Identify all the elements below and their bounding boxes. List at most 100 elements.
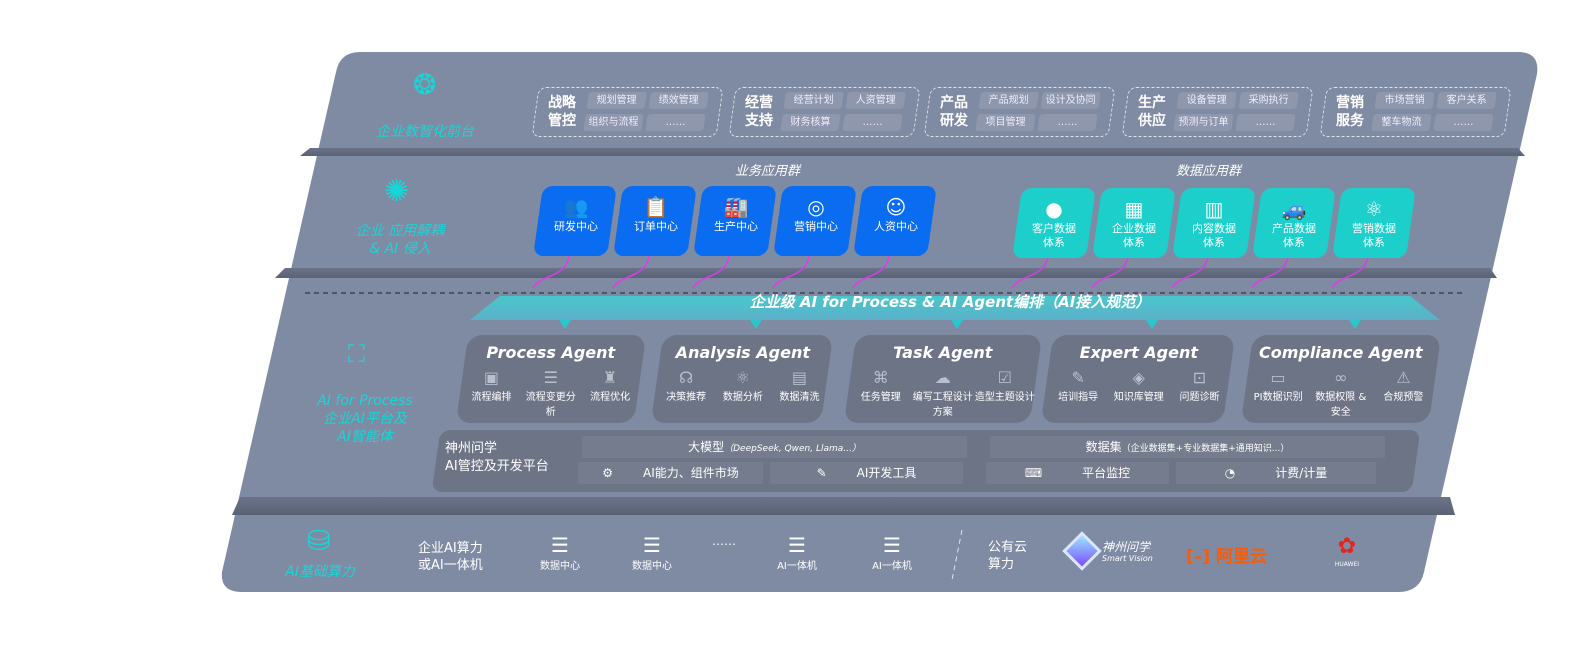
- app-tile[interactable]: 👥 研发中心: [533, 186, 617, 256]
- capability-chip[interactable]: 组织与流程: [583, 114, 644, 131]
- layer3-label-cn: 企业AI平台及 AI智能体: [323, 411, 407, 445]
- capability-chip[interactable]: 绩效管理: [648, 92, 709, 109]
- tile-label: 营销中心: [793, 220, 838, 233]
- capability-chip[interactable]: 人资管理: [845, 92, 906, 109]
- capability-chip[interactable]: 设备管理: [1176, 92, 1237, 109]
- group-title: 战略 管控: [548, 95, 576, 129]
- server-item: ☰ AI一体机: [767, 533, 827, 572]
- feature-label: 决策推荐: [666, 392, 707, 403]
- feature-label: 造型主题设计: [974, 392, 1035, 403]
- document-icon: ▤: [791, 368, 808, 387]
- app-tile[interactable]: ▥ 内容数据 体系: [1172, 188, 1256, 258]
- agent-feature[interactable]: ☁ 编写工程设计方案: [912, 368, 973, 418]
- capability-chip[interactable]: ……: [1037, 114, 1098, 131]
- aliyun-bracket-icon: [–]: [1186, 547, 1211, 567]
- chip-label: 预测与订单: [1178, 117, 1229, 128]
- capability-chip[interactable]: 预测与订单: [1173, 114, 1234, 131]
- capability-chip[interactable]: ……: [1433, 114, 1494, 131]
- app-tile[interactable]: ◎ 营销中心: [773, 186, 857, 256]
- capability-chip[interactable]: ……: [842, 114, 903, 131]
- server-item: ☰ AI一体机: [862, 533, 922, 572]
- model-title: 大模型: [688, 440, 725, 454]
- app-tile[interactable]: ▦ 企业数据 体系: [1092, 188, 1176, 258]
- app-tile[interactable]: 🏭 生产中心: [693, 186, 777, 256]
- user-icon: ●: [1045, 197, 1063, 221]
- tile-label: 营销数据 体系: [1352, 222, 1396, 249]
- capability-group: 产品 研发 产品规划 设计及协同 项目管理 ……: [923, 87, 1116, 137]
- app-tile[interactable]: 🚙 产品数据 体系: [1252, 188, 1336, 258]
- billing-cell[interactable]: ◔ 计费/计量: [1176, 462, 1376, 484]
- agent-card[interactable]: Compliance Agent ▭ PI数据识别 ∞ 数据权限 & 安全 ⚠ 合规预警: [1240, 335, 1442, 423]
- capability-chip[interactable]: 财务核算: [780, 114, 841, 131]
- agent-feature[interactable]: ▤ 数据清洗: [771, 368, 827, 403]
- monitor-label: 平台监控: [1082, 466, 1131, 480]
- capability-chip[interactable]: ……: [1235, 114, 1296, 131]
- market-cell[interactable]: ⚙ AI能力、组件市场: [578, 462, 763, 484]
- agent-feature[interactable]: ◈ 知识库管理: [1109, 368, 1169, 403]
- capability-chip[interactable]: 经营计划: [783, 92, 844, 109]
- chip-label: 设计及协同: [1045, 95, 1096, 106]
- app-tile[interactable]: ● 客户数据 体系: [1012, 188, 1096, 258]
- capability-chip[interactable]: 整车物流: [1371, 114, 1432, 131]
- capability-chip[interactable]: 产品规划: [978, 92, 1039, 109]
- capability-chip[interactable]: 市场营销: [1374, 92, 1435, 109]
- agent-feature[interactable]: ☰ 流程变更分析: [521, 368, 580, 418]
- down-arrow-icon: [951, 320, 963, 329]
- chip-label: 人资管理: [855, 95, 896, 106]
- connector-arrow: [852, 249, 891, 289]
- chip-label: ……: [1453, 117, 1474, 128]
- agent-card[interactable]: Analysis Agent ☊ 决策推荐 ⚛ 数据分析 ▤ 数据清洗: [650, 335, 834, 423]
- devtools-cell[interactable]: ✎ AI开发工具: [770, 462, 963, 484]
- chip-label: ……: [1057, 117, 1078, 128]
- chip-label: 设备管理: [1186, 95, 1227, 106]
- agent-feature[interactable]: ☊ 决策推荐: [658, 368, 714, 403]
- capability-chip[interactable]: 客户关系: [1436, 92, 1497, 109]
- layer4-label: AI基础算力: [285, 564, 355, 580]
- group-title: 营销 服务: [1336, 95, 1364, 129]
- app-tile[interactable]: ⚛ 营销数据 体系: [1332, 188, 1416, 258]
- capability-chip[interactable]: 项目管理: [975, 114, 1036, 131]
- head-icon: ☊: [679, 368, 694, 387]
- building-icon: ▦: [1124, 197, 1144, 221]
- feature-label: 数据清洗: [779, 392, 820, 403]
- aliyun-logo: [–] 阿里云: [1186, 542, 1267, 567]
- server-icon: ☰: [643, 533, 661, 557]
- agent-features: ▭ PI数据识别 ∞ 数据权限 & 安全 ⚠ 合规预警: [1247, 368, 1435, 418]
- layer3-label-en: AI for Process: [317, 393, 413, 409]
- agent-card[interactable]: Expert Agent ✎ 培训指导 ◈ 知识库管理 ⊡ 问题诊断: [1040, 335, 1236, 423]
- agent-feature[interactable]: ⚠ 合规预警: [1372, 368, 1434, 418]
- huawei-logo-icon: ✿: [1337, 534, 1357, 559]
- agent-feature[interactable]: ⚛ 数据分析: [715, 368, 771, 403]
- id-icon: ▭: [1270, 368, 1286, 387]
- tools-icon: ♜: [602, 368, 618, 387]
- capability-chip[interactable]: 采购执行: [1238, 92, 1299, 109]
- dataset-title: 数据集: [1085, 440, 1122, 454]
- capability-group: 营销 服务 市场营销 客户关系 整车物流 ……: [1319, 87, 1512, 137]
- agent-feature[interactable]: ✎ 培训指导: [1048, 368, 1108, 403]
- agent-feature[interactable]: ▭ PI数据识别: [1247, 368, 1309, 418]
- server-item: ☰ 数据中心: [530, 533, 590, 572]
- capability-chip[interactable]: 规划管理: [586, 92, 647, 109]
- cloud-label: 公有云 算力: [988, 540, 1028, 572]
- chip-label: 绩效管理: [658, 95, 699, 106]
- devtools-icon: ✎: [816, 466, 827, 480]
- agent-card[interactable]: Process Agent ▣ 流程编排 ☰ 流程变更分析 ♜ 流程优化: [455, 335, 647, 423]
- huawei-name: HUAWEI: [1334, 561, 1360, 568]
- monitor-cell[interactable]: ⌨ 平台监控: [986, 462, 1169, 484]
- agent-feature[interactable]: ☑ 造型主题设计: [974, 368, 1035, 418]
- agent-feature[interactable]: ∞ 数据权限 & 安全: [1310, 368, 1372, 418]
- agent-feature[interactable]: ♜ 流程优化: [581, 368, 640, 418]
- chip-label: 组织与流程: [588, 117, 639, 128]
- agent-feature[interactable]: ⊡ 问题诊断: [1169, 368, 1229, 403]
- agent-feature[interactable]: ⌘ 任务管理: [850, 368, 911, 418]
- capability-chip[interactable]: 设计及协同: [1040, 92, 1101, 109]
- smart-vision-en: Smart Vision: [1102, 554, 1153, 563]
- tile-inner: 🚙 产品数据 体系: [1257, 196, 1331, 250]
- agent-card[interactable]: Task Agent ⌘ 任务管理 ☁ 编写工程设计方案 ☑ 造型主题设计: [843, 335, 1043, 423]
- app-tile[interactable]: 📋 订单中心: [613, 186, 697, 256]
- billing-label: 计费/计量: [1275, 466, 1328, 480]
- agent-feature[interactable]: ▣ 流程编排: [462, 368, 521, 418]
- app-tile[interactable]: ☺ 人资中心: [853, 186, 937, 256]
- capability-chip[interactable]: ……: [645, 114, 706, 131]
- tile-inner: 📋 订单中心: [619, 194, 693, 234]
